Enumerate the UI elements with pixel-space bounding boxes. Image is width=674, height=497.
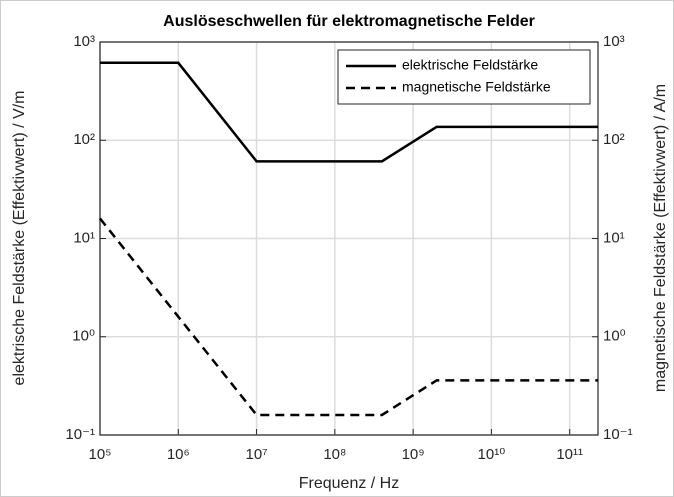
x-tick-label: 10⁵ [89, 446, 112, 463]
y2-tick-label: 10³ [603, 33, 625, 50]
y2-axis-label: magnetische Feldstärke (Effektivwert) / … [652, 84, 669, 392]
y2-tick-label: 10⁰ [603, 328, 626, 345]
y-tick-label: 10⁰ [72, 328, 95, 345]
x-tick-label: 10⁷ [245, 446, 267, 463]
y2-tick-label: 10⁻¹ [603, 426, 633, 443]
x-tick-label: 10⁶ [167, 446, 190, 463]
y-tick-label: 10² [73, 131, 95, 148]
x-tick-label: 10¹¹ [556, 446, 583, 463]
y-tick-label: 10³ [73, 33, 95, 50]
x-tick-label: 10¹⁰ [478, 446, 506, 463]
y2-tick-label: 10² [603, 131, 625, 148]
line-series [99, 217, 598, 417]
y2-tick-label: 10¹ [603, 229, 625, 246]
x-tick-label: 10⁸ [323, 446, 346, 463]
x-tick-label: 10⁹ [402, 446, 425, 463]
y-tick-label: 10¹ [73, 229, 95, 246]
legend-label: magnetische Feldstärke [402, 79, 551, 95]
y-axis-label: elektrische Feldstärke (Effektivwert) / … [11, 91, 28, 386]
legend-box [337, 49, 591, 105]
legend-label: elektrische Feldstärke [402, 57, 538, 73]
y-tick-label: 10⁻¹ [65, 426, 95, 443]
line-series [100, 61, 598, 163]
chart-title: Auslöseschwellen für elektromagnetische … [163, 13, 535, 30]
plot-border [99, 41, 599, 436]
x-axis-label: Frequenz / Hz [299, 475, 399, 492]
